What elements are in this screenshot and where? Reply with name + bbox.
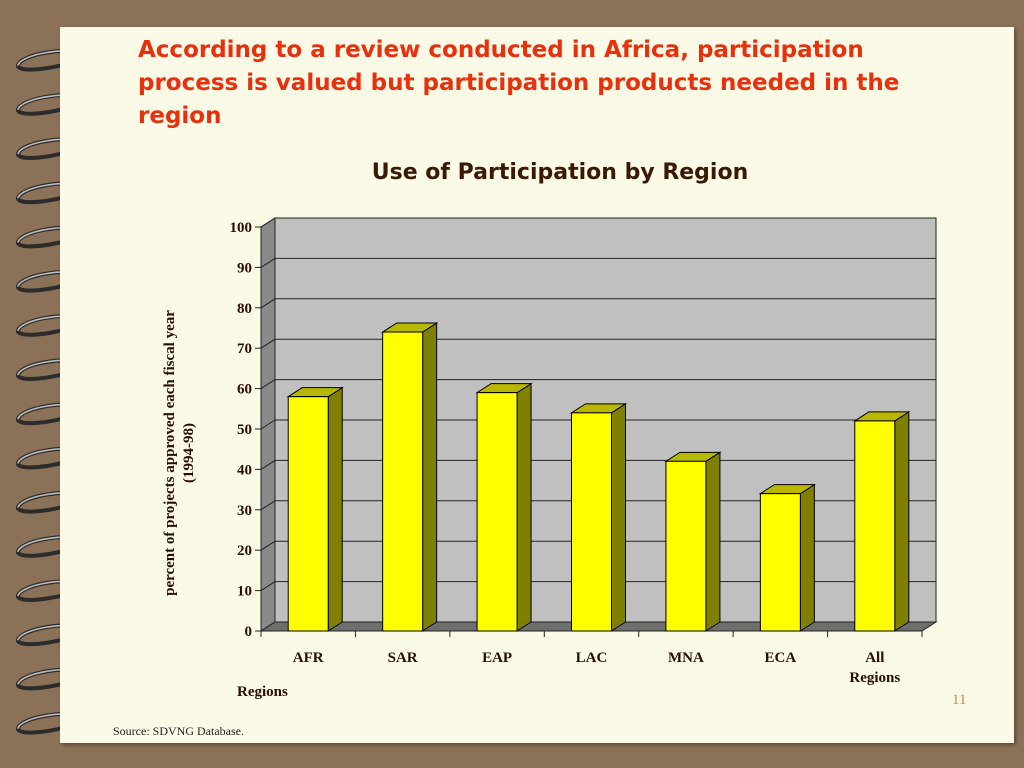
gridline-side [260, 500, 276, 511]
chart-title: Use of Participation by Region [371, 160, 749, 185]
x-tick-label: ECA [765, 650, 797, 666]
x-tick-label: All [865, 650, 884, 666]
x-tick-label: LAC [576, 650, 608, 666]
page-number: 11 [952, 692, 967, 708]
bar-front [665, 460, 707, 632]
bar [853, 411, 911, 632]
gridline-side [260, 459, 276, 470]
y-tick-label: 50 [237, 422, 252, 438]
bar-side [516, 382, 532, 632]
source-note: Source: SDVNG Database. [113, 724, 244, 738]
y-tick-label: 30 [237, 503, 252, 519]
x-tick-label: Regions [849, 670, 900, 686]
bar [664, 451, 722, 632]
bar [758, 483, 817, 632]
bar [569, 402, 628, 632]
y-tick-label: 20 [237, 543, 252, 559]
gridline-side [260, 298, 276, 309]
y-tick-label: 0 [245, 624, 253, 640]
gridline-side [260, 581, 276, 592]
x-axis-label: Regions [237, 684, 288, 700]
bar-front [476, 392, 518, 632]
bar-side [611, 402, 626, 632]
y-tick-label: 70 [237, 341, 252, 357]
gridline-side [260, 257, 276, 268]
x-tick-label: AFR [293, 650, 324, 666]
x-tick-label: MNA [668, 650, 704, 666]
gridline-side [260, 217, 276, 228]
bar [475, 382, 533, 632]
bar-front [287, 396, 329, 632]
bar [286, 386, 344, 632]
gridline-side [260, 540, 276, 551]
y-tick-label: 60 [237, 382, 252, 398]
x-tick-label: SAR [388, 650, 418, 666]
bar-side [422, 322, 438, 632]
y-tick-label: 100 [230, 220, 253, 236]
bar-side [799, 483, 815, 632]
slide-title: According to a review conducted in Afric… [138, 37, 900, 129]
x-tick-label: EAP [482, 650, 512, 666]
y-tick-label: 90 [237, 260, 252, 276]
bar-side [894, 411, 910, 632]
bar-front [382, 331, 424, 632]
gridline-side [260, 379, 276, 390]
bar-front [571, 412, 612, 632]
gridline-side [260, 419, 276, 430]
gridline-side [260, 338, 276, 349]
y-tick-label: 40 [237, 462, 252, 478]
bar-front [759, 493, 801, 632]
bar-side [327, 386, 343, 632]
y-tick-label: 10 [237, 584, 252, 600]
bar [380, 322, 439, 632]
y-tick-label: 80 [237, 301, 252, 317]
bar-side [705, 451, 721, 632]
bar-front [854, 420, 896, 632]
